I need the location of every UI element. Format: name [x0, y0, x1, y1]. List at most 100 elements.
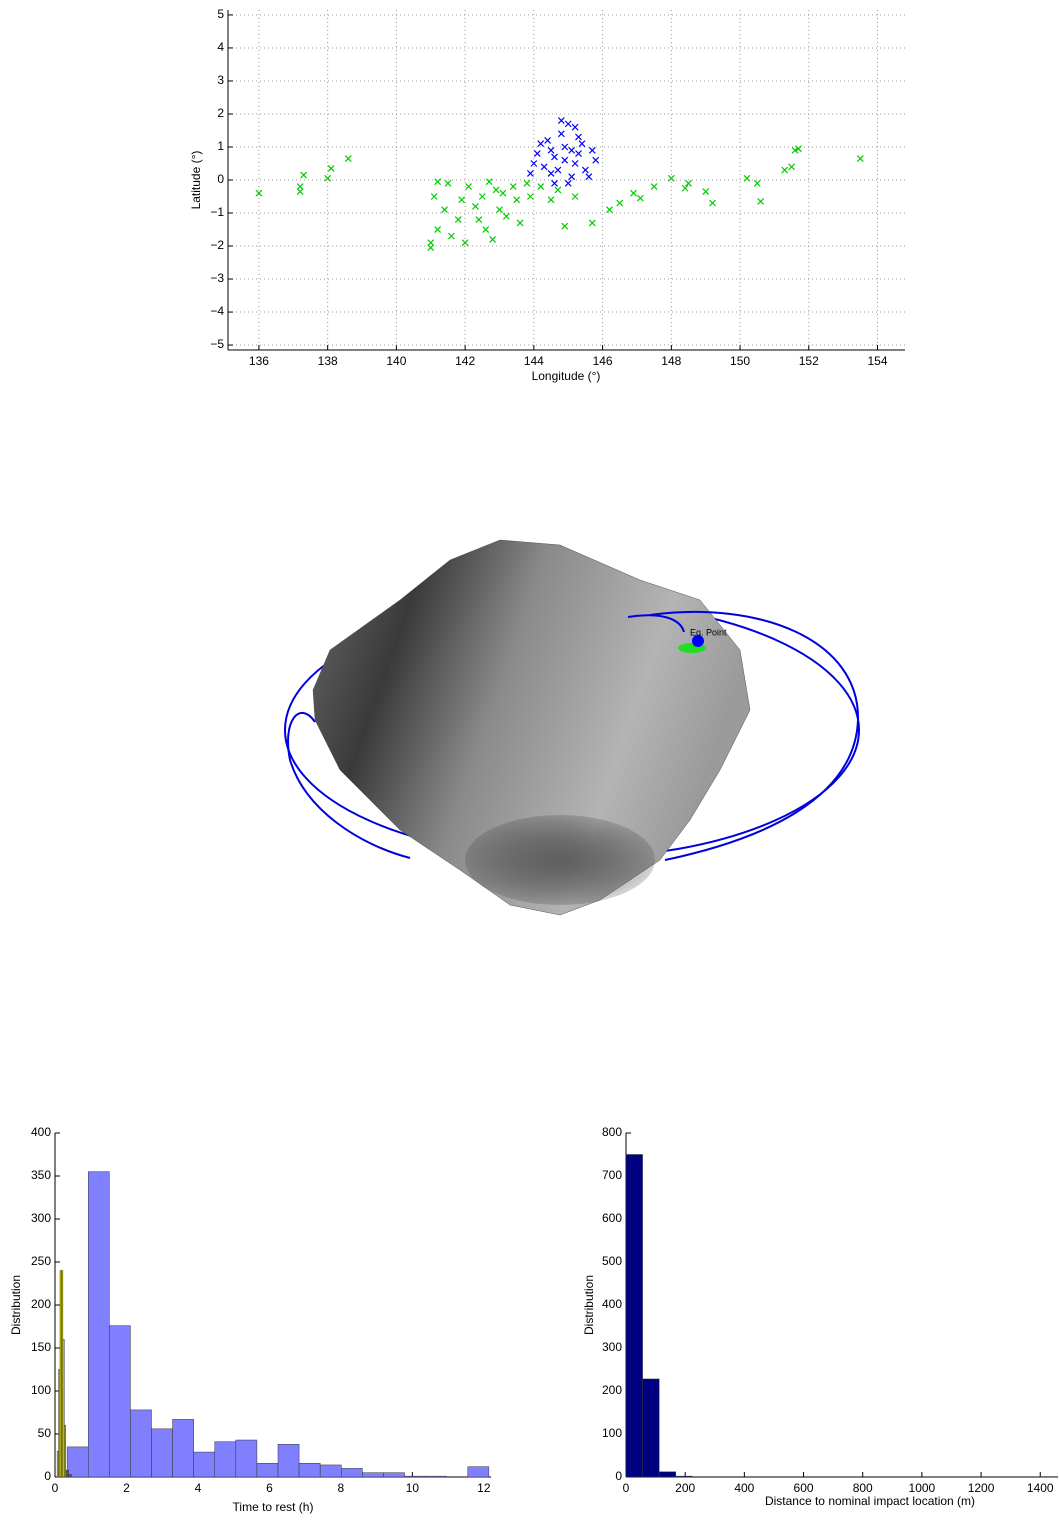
- marker: [557, 130, 565, 138]
- marker: [547, 196, 555, 204]
- bar: [235, 1439, 258, 1478]
- bar: [298, 1462, 321, 1478]
- x-tick-label: 12: [477, 1481, 491, 1495]
- marker: [324, 174, 332, 182]
- marker: [434, 178, 442, 186]
- x-tick-label: 200: [675, 1481, 695, 1495]
- y-tick-label: −4: [210, 304, 224, 318]
- y-tick-label: 0: [44, 1469, 51, 1483]
- y-tick-label: 0: [615, 1469, 622, 1483]
- bar: [642, 1378, 660, 1478]
- marker: [561, 156, 569, 164]
- marker: [561, 143, 569, 151]
- x-axis-label: Distance to nominal impact location (m): [765, 1494, 975, 1508]
- y-tick-label: −2: [210, 238, 224, 252]
- marker: [592, 156, 600, 164]
- marker: [489, 235, 497, 243]
- bar: [130, 1409, 152, 1478]
- y-tick-label: 700: [602, 1168, 622, 1182]
- x-tick-label: 136: [249, 354, 269, 368]
- marker: [296, 188, 304, 195]
- bar: [256, 1462, 279, 1478]
- x-tick-label: 144: [524, 354, 544, 368]
- y-tick-label: 50: [38, 1426, 52, 1440]
- marker: [523, 179, 531, 187]
- marker: [454, 216, 462, 224]
- y-axis-label: Distribution: [9, 1275, 23, 1335]
- y-tick-label: −1: [210, 205, 224, 219]
- y-tick-label: −3: [210, 271, 224, 285]
- orbit-front: [649, 611, 860, 861]
- marker: [526, 193, 534, 200]
- y-tick-label: 3: [217, 73, 224, 87]
- marker: [781, 166, 789, 174]
- marker: [496, 206, 503, 214]
- y-tick-label: 0: [217, 172, 224, 186]
- bar: [383, 1472, 405, 1478]
- marker: [300, 171, 308, 179]
- y-tick-label: −5: [210, 337, 224, 351]
- x-tick-label: 2: [123, 1481, 130, 1495]
- y-tick-label: 500: [602, 1254, 622, 1268]
- x-tick-label: 148: [661, 354, 681, 368]
- asteroid-view: Eq. Point: [284, 539, 860, 916]
- x-tick-label: 400: [734, 1481, 754, 1495]
- y-tick-label: 5: [217, 7, 224, 21]
- bar: [214, 1441, 237, 1478]
- bar: [277, 1444, 300, 1478]
- y-tick-label: 2: [217, 106, 224, 120]
- bar: [193, 1451, 215, 1478]
- marker: [564, 179, 572, 187]
- marker: [509, 183, 517, 191]
- bar: [62, 1339, 65, 1478]
- y-tick-label: 150: [31, 1340, 51, 1354]
- x-tick-label: 0: [623, 1481, 630, 1495]
- x-tick-label: 140: [386, 354, 406, 368]
- marker: [571, 123, 579, 131]
- marker: [533, 150, 541, 158]
- marker: [475, 216, 483, 224]
- marker: [551, 153, 558, 161]
- marker: [296, 183, 304, 191]
- marker: [791, 146, 799, 154]
- marker: [681, 184, 689, 192]
- marker: [575, 150, 582, 158]
- annotation: Eq. Point: [690, 627, 727, 637]
- bar: [65, 1469, 69, 1478]
- x-tick-label: 4: [195, 1481, 202, 1495]
- x-tick-label: 138: [318, 354, 338, 368]
- marker: [492, 186, 500, 194]
- marker: [709, 199, 716, 207]
- marker: [571, 160, 579, 167]
- bar: [625, 1154, 643, 1478]
- bar: [68, 1474, 72, 1478]
- x-tick-label: 154: [867, 354, 887, 368]
- y-tick-label: 300: [602, 1340, 622, 1354]
- orbit-front: [287, 711, 411, 859]
- marker: [856, 155, 864, 162]
- marker: [526, 169, 534, 177]
- marker: [743, 174, 751, 182]
- marker: [482, 226, 490, 233]
- x-tick-label: 6: [266, 1481, 273, 1495]
- orbit-front: [627, 614, 685, 633]
- marker: [788, 163, 796, 171]
- y-tick-label: 1: [217, 139, 224, 153]
- y-tick-label: 600: [602, 1211, 622, 1225]
- y-axis-label: Distribution: [582, 1275, 596, 1335]
- bar: [87, 1171, 110, 1478]
- marker: [430, 193, 438, 200]
- marker: [485, 178, 493, 186]
- marker: [667, 174, 675, 182]
- marker: [499, 189, 507, 197]
- marker: [327, 165, 335, 172]
- marker: [447, 232, 455, 240]
- bar: [425, 1475, 447, 1478]
- marker: [753, 179, 761, 187]
- marker: [434, 226, 442, 233]
- y-tick-label: 4: [217, 40, 224, 54]
- x-tick-label: 800: [853, 1481, 873, 1495]
- y-tick-label: 250: [31, 1254, 51, 1268]
- y-tick-label: 350: [31, 1168, 51, 1182]
